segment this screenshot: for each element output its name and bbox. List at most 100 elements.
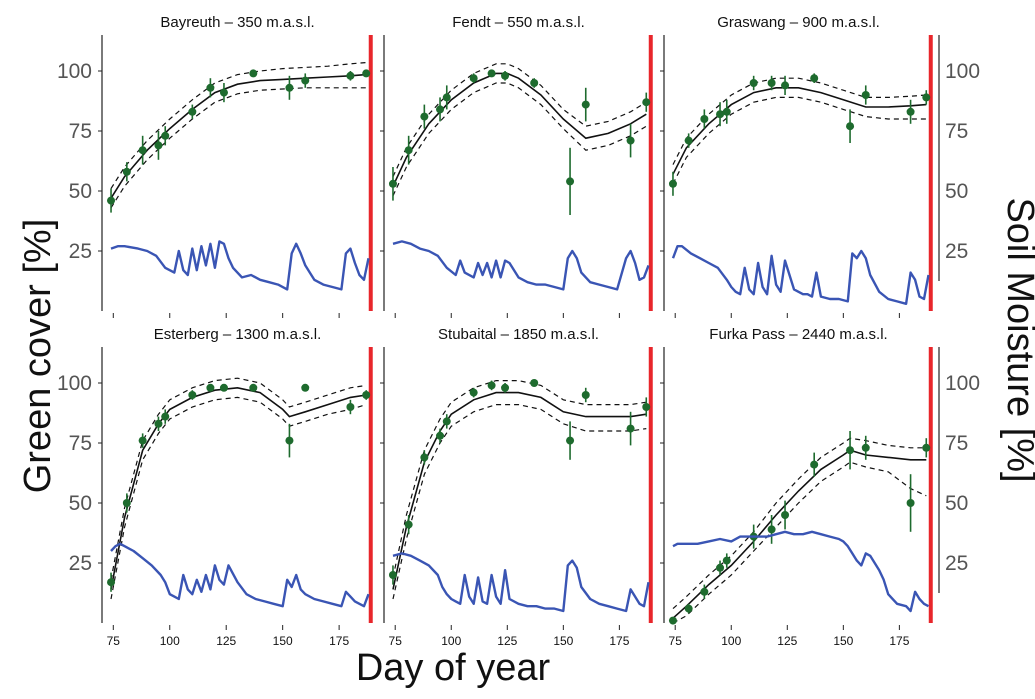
observed-point (362, 69, 371, 78)
observed-point (154, 141, 163, 150)
observed-point (487, 381, 496, 390)
observed-point (716, 110, 725, 119)
observed-point (626, 136, 635, 145)
observed-point (767, 525, 776, 534)
x-tick-label: 75 (389, 634, 403, 648)
panel-bayreuth: Bayreuth – 350 m.a.s.l. 25 50 75 100 (57, 14, 373, 318)
observed-point (530, 79, 539, 87)
observed-point (861, 91, 870, 99)
observed-point (138, 146, 147, 155)
observed-point (188, 107, 197, 116)
observed-point (749, 79, 758, 87)
soil-moisture-line (110, 240, 370, 291)
observed-point (122, 499, 131, 507)
observed-point (436, 431, 445, 440)
ci-lower-line (110, 87, 367, 209)
y-tick-label: 50 (945, 180, 968, 203)
observed-point (767, 79, 776, 87)
observed-point (404, 520, 413, 529)
observed-point (922, 443, 931, 452)
observed-point (906, 107, 915, 116)
observed-point (700, 115, 709, 123)
observed-point (581, 100, 590, 109)
ci-lower-line (672, 96, 927, 185)
observed-point (487, 69, 496, 78)
observed-point (346, 403, 355, 411)
ci-lower-line (672, 461, 927, 624)
ci-lower-line (392, 404, 647, 600)
observed-point (626, 424, 635, 433)
panel-esterberg: Esterberg – 1300 m.a.s.l. 25 50 75 100 75 100 1… (57, 326, 373, 648)
y-tick-label: 25 (945, 240, 968, 263)
y-tick-label: 100 (945, 372, 980, 395)
x-tick-label: 150 (553, 634, 573, 648)
observed-point (530, 379, 539, 387)
y-tick-label: 25 (945, 552, 968, 575)
observed-point (722, 556, 731, 565)
observed-point (722, 107, 731, 116)
x-axis-title: Day of year (356, 647, 551, 689)
observed-point (501, 383, 510, 392)
observed-point (404, 146, 413, 155)
panel-title: Fendt – 550 m.a.s.l. (452, 14, 585, 31)
observed-point (249, 383, 258, 392)
x-tick-label: 150 (273, 634, 293, 648)
panel-fendt: Fendt – 550 m.a.s.l. (380, 14, 653, 318)
fit-line (392, 391, 647, 590)
x-tick-label: 75 (669, 634, 683, 648)
fit-line (110, 73, 367, 199)
y-tick-label: 50 (69, 492, 92, 515)
observed-point (161, 412, 170, 421)
y-tick-label: 75 (69, 120, 92, 143)
ci-lower-line (110, 396, 367, 600)
observed-point (442, 93, 451, 102)
observed-point (469, 388, 478, 397)
observed-point (138, 436, 147, 445)
observed-point (362, 391, 371, 399)
y-tick-label: 25 (69, 552, 92, 575)
y-tick-label: 50 (69, 180, 92, 203)
observed-point (219, 383, 228, 392)
observed-point (154, 419, 163, 428)
y-tick-label: 100 (945, 60, 980, 83)
observed-point (642, 403, 651, 411)
y-tick-label: 100 (57, 60, 92, 83)
y-tick-label: 75 (945, 432, 968, 455)
observed-point (716, 563, 725, 572)
x-tick-label: 175 (609, 634, 629, 648)
y-axis-left-title: Green cover [%] (17, 219, 59, 494)
observed-point (781, 81, 790, 90)
observed-point (581, 391, 590, 399)
observed-point (922, 93, 931, 102)
observed-point (285, 83, 294, 92)
observed-point (107, 578, 116, 587)
x-tick-label: 100 (441, 634, 461, 648)
observed-point (301, 76, 310, 85)
observed-point (388, 179, 397, 188)
panel-stubaital: Stubaital – 1850 m.a.s.l. 75 100 125 150 175 (380, 326, 653, 648)
panel-title: Esterberg – 1300 m.a.s.l. (154, 326, 322, 343)
soil-moisture-line (110, 542, 370, 608)
y-tick-label: 25 (69, 240, 92, 263)
observed-point (388, 571, 397, 579)
panel-title: Graswang – 900 m.a.s.l. (717, 14, 880, 31)
ci-upper-line (110, 377, 367, 580)
ci-lower-line (392, 82, 647, 197)
soil-moisture-line (672, 530, 930, 613)
observed-point (122, 167, 131, 176)
y-tick-label: 75 (69, 432, 92, 455)
observed-point (219, 88, 228, 97)
y-tick-label: 75 (945, 120, 968, 143)
observed-point (206, 83, 215, 92)
ci-upper-line (392, 63, 647, 177)
observed-point (346, 71, 355, 80)
observed-point (668, 616, 677, 625)
y-tick-label: 50 (945, 492, 968, 515)
observed-point (566, 436, 575, 445)
x-tick-label: 125 (216, 634, 236, 648)
panel-graswang: Graswang – 900 m.a.s.l. 25 50 75 100 (660, 14, 980, 318)
observed-point (285, 436, 294, 445)
x-tick-label: 125 (777, 634, 797, 648)
y-tick-label: 100 (57, 372, 92, 395)
x-tick-label: 175 (889, 634, 909, 648)
